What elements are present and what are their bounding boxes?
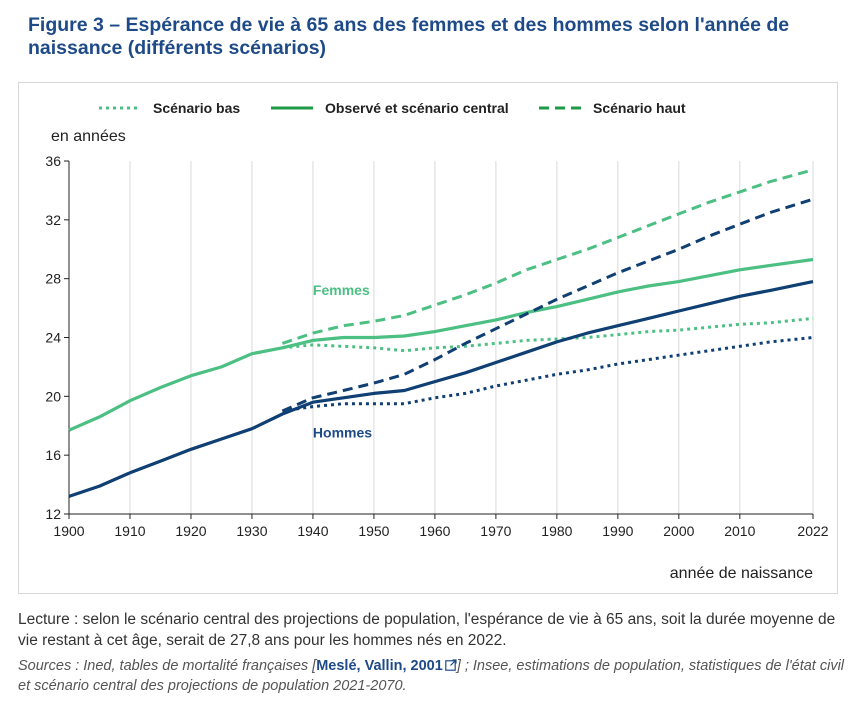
chart-frame: 12 16 20 24 28 32 36 1900 1910 1920 1930 1940 1950 19…: [18, 82, 838, 594]
y-tick-label: 32: [45, 212, 61, 228]
y-tick-label: 12: [45, 506, 61, 522]
x-tick-label: 2000: [663, 523, 694, 539]
x-tick-label: 1990: [602, 523, 633, 539]
external-link-icon: [444, 659, 457, 671]
source-reference-text: Meslé, Vallin, 2001: [316, 658, 443, 674]
sources-note: Sources : Ined, tables de mortalité fran…: [18, 656, 848, 696]
source-reference-link[interactable]: Meslé, Vallin, 2001: [316, 658, 457, 674]
x-tick-label: 1980: [541, 523, 572, 539]
y-axis-title: en années: [51, 128, 126, 145]
x-tick-label: 1950: [358, 523, 389, 539]
legend-label: Scénario bas: [153, 100, 240, 116]
x-tick-label: 2010: [724, 523, 755, 539]
annotation-femmes: Femmes: [313, 282, 370, 298]
x-tick-label: 1960: [419, 523, 450, 539]
x-axis-title: année de naissance: [670, 565, 813, 582]
y-tick-label: 36: [45, 153, 61, 169]
legend-label: Observé et scénario central: [325, 100, 509, 116]
figure-title: Figure 3 – Espérance de vie à 65 ans des…: [28, 14, 790, 59]
series-line-femmes-bas: [282, 316, 814, 353]
y-tick-label: 24: [45, 330, 61, 346]
x-tick-label: 1940: [297, 523, 328, 539]
x-tick-label: 2022: [797, 523, 828, 539]
x-tick-label: 1920: [175, 523, 206, 539]
line-chart: 12 16 20 24 28 32 36 1900 1910 1920 1930 1940 1950 19…: [45, 100, 828, 582]
y-tick-label: 16: [45, 447, 61, 463]
lecture-note: Lecture : selon le scénario central des …: [18, 611, 836, 649]
series-line-femmes-central: [68, 257, 814, 432]
y-tick-label: 28: [45, 271, 61, 287]
annotation-hommes: Hommes: [313, 425, 372, 441]
legend-label: Scénario haut: [593, 100, 686, 116]
x-tick-label: 1970: [480, 523, 511, 539]
sources-suffix: ] ; Insee, estimations de population, st…: [18, 658, 845, 694]
series-line-hommes-bas: [282, 336, 814, 413]
x-tick-label: 1910: [114, 523, 145, 539]
series-line-hommes-central: [68, 280, 814, 498]
y-tick-label: 20: [45, 388, 61, 404]
x-tick-label: 1930: [236, 523, 267, 539]
sources-prefix: Sources : Ined, tables de mortalité fran…: [18, 658, 317, 674]
series-line-femmes-haut: [281, 168, 814, 345]
series-line-hommes-haut: [281, 197, 814, 413]
x-tick-label: 1900: [53, 523, 84, 539]
